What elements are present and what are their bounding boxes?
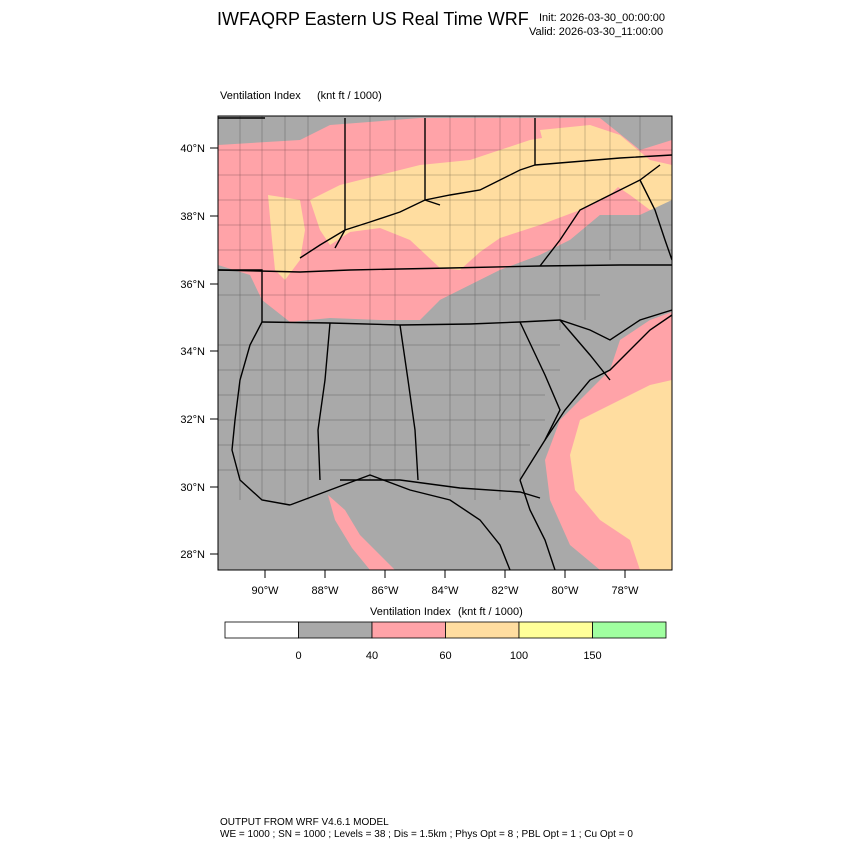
colorbar-box <box>371 621 446 639</box>
lat-label: 38°N <box>180 211 205 223</box>
field-label: Ventilation Index <box>220 90 301 102</box>
colorbar-label: 60 <box>439 650 451 662</box>
county-boundaries <box>218 116 672 505</box>
colorbar-units: (knt ft / 1000) <box>458 606 523 618</box>
lon-label: 90°W <box>251 585 279 597</box>
colorbar-label: 40 <box>366 650 378 662</box>
footer-model-line: OUTPUT FROM WRF V4.6.1 MODEL <box>220 817 389 828</box>
colorbar-box <box>445 621 520 639</box>
colorbar-title: Ventilation Index <box>370 606 451 618</box>
lat-label: 34°N <box>180 346 205 358</box>
map-plot <box>218 116 672 570</box>
colorbar-box <box>518 621 593 639</box>
colorbar-label: 100 <box>510 650 528 662</box>
colorbar-box <box>224 621 299 639</box>
tan-region-ohio <box>310 135 630 270</box>
init-time: Init: 2026-03-30_00:00:00 <box>539 12 665 24</box>
longitude-axis: 90°W 88°W 86°W 84°W 82°W 80°W 78°W <box>251 570 639 597</box>
lat-label: 30°N <box>180 482 205 494</box>
lat-label: 28°N <box>180 549 205 561</box>
tan-region-illinois <box>268 195 305 280</box>
colorbar-box <box>592 621 667 639</box>
colorbar-box <box>298 621 373 639</box>
colorbar: 0 40 60 100 150 <box>224 621 667 662</box>
colorbar-label: 0 <box>295 650 301 662</box>
field-units: (knt ft / 1000) <box>317 90 382 102</box>
lat-label: 36°N <box>180 279 205 291</box>
lon-label: 84°W <box>431 585 459 597</box>
lat-label: 32°N <box>180 414 205 426</box>
colorbar-label: 150 <box>583 650 601 662</box>
lon-label: 88°W <box>311 585 339 597</box>
tan-region-atlantic <box>570 380 672 570</box>
tan-region-northeast <box>540 125 672 210</box>
lon-label: 86°W <box>371 585 399 597</box>
latitude-axis: 40°N 38°N 36°N 34°N 32°N 30°N 28°N <box>180 143 218 561</box>
lon-label: 78°W <box>611 585 639 597</box>
lon-label: 82°W <box>491 585 519 597</box>
pink-region-gulf <box>328 495 395 570</box>
lat-label: 40°N <box>180 143 205 155</box>
footer-config-line: WE = 1000 ; SN = 1000 ; Levels = 38 ; Di… <box>220 829 633 840</box>
valid-time: Valid: 2026-03-30_11:00:00 <box>529 26 664 38</box>
lon-label: 80°W <box>551 585 579 597</box>
map-title: IWFAQRP Eastern US Real Time WRF <box>217 9 529 29</box>
